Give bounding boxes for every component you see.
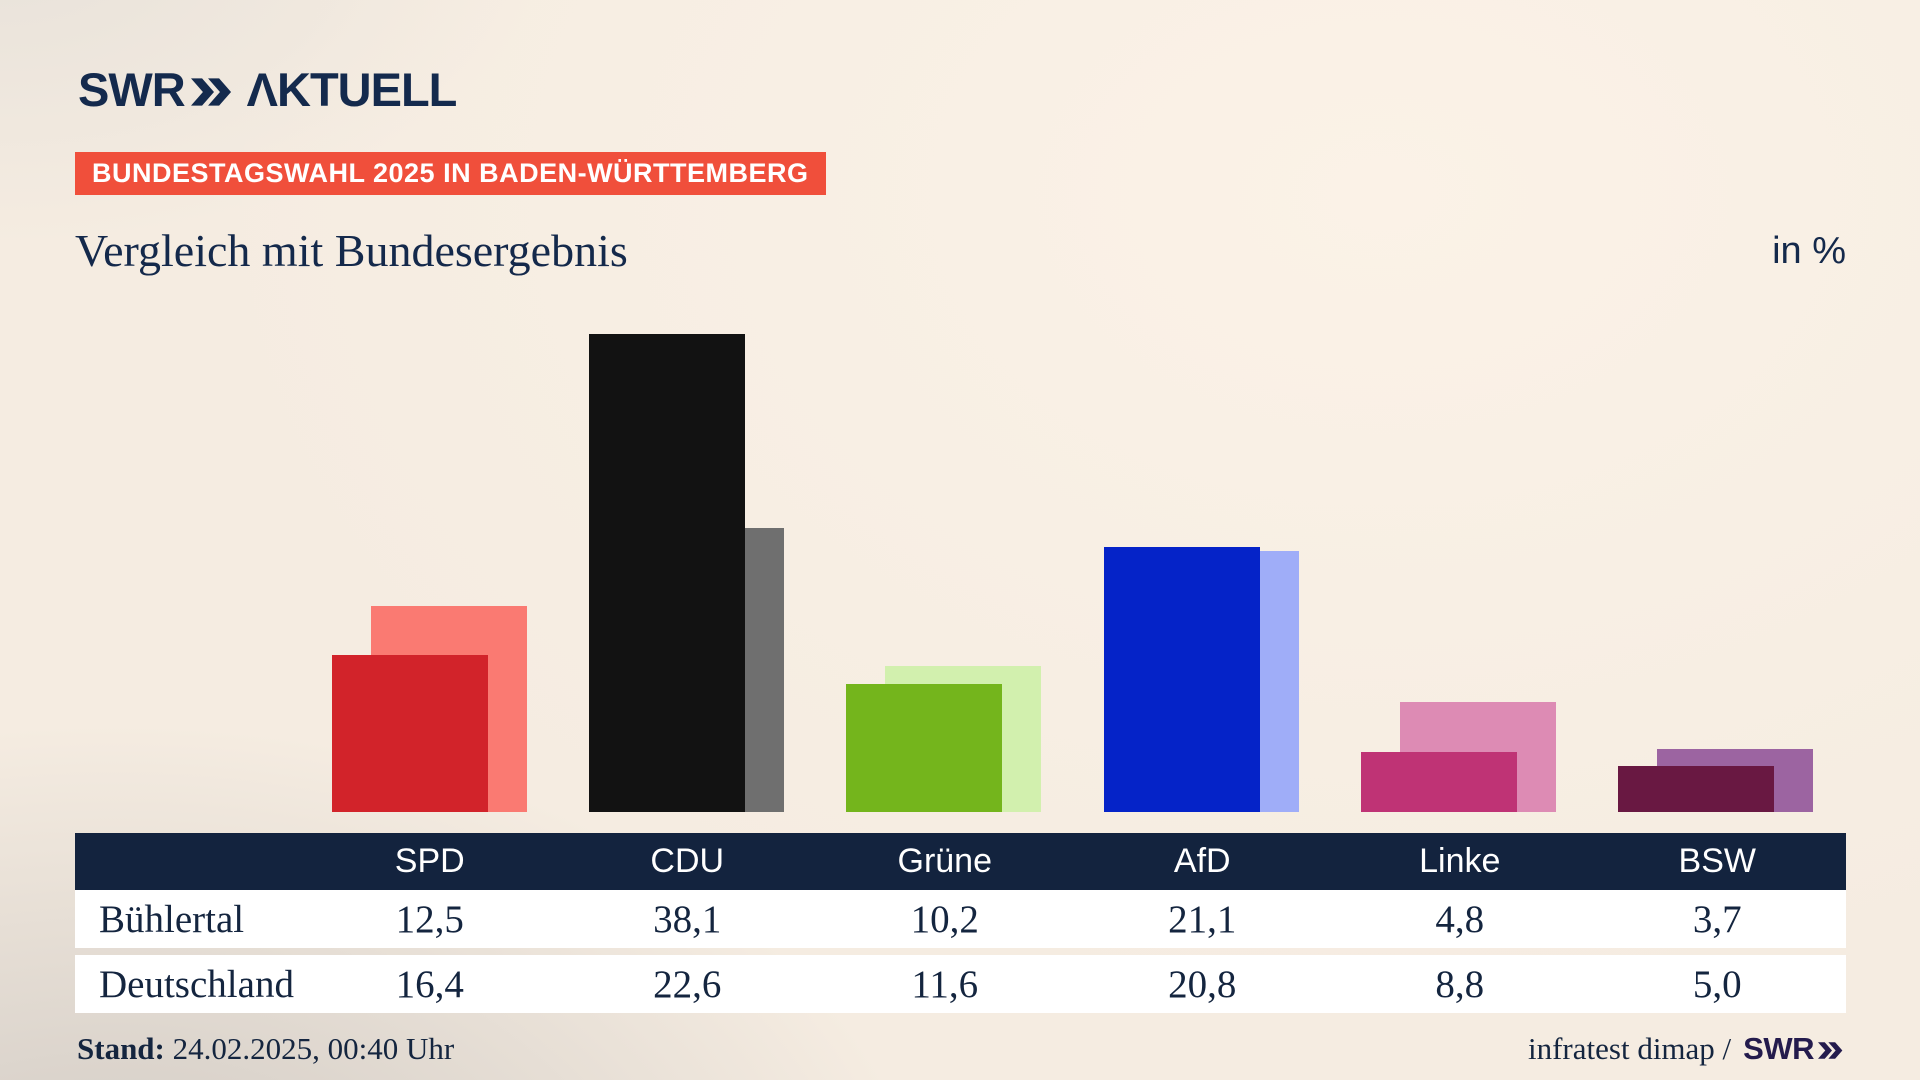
timestamp-value: 24.02.2025, 00:40 Uhr	[164, 1031, 455, 1066]
value-deutschland-gruene: 11,6	[911, 962, 979, 1006]
results-table: SPD CDU Grüne AfD Linke BSW Bühlertal 12,5 38,1 1…	[75, 833, 1846, 1013]
source-text: infratest dimap /	[1528, 1031, 1732, 1066]
timestamp: Stand: 24.02.2025, 00:40 Uhr	[77, 1030, 454, 1068]
header-cell-bsw: BSW	[1678, 842, 1756, 880]
swr-footer-text: SWR	[1743, 1031, 1814, 1066]
logo-aktuell-text: ΛKTUELL	[246, 63, 458, 116]
row-separator	[75, 948, 1846, 955]
table-header-row: SPD CDU Grüne AfD Linke BSW	[75, 833, 1846, 890]
bar-buehlertal-bsw	[1618, 766, 1774, 812]
bar-buehlertal-afd	[1104, 547, 1260, 812]
table-row-buehlertal: Bühlertal 12,5 38,1 10,2 21,1 4,8 3,7	[75, 890, 1846, 948]
header-cell-gruene: Grüne	[897, 842, 993, 880]
bar-buehlertal-cdu	[589, 334, 745, 812]
value-deutschland-spd: 16,4	[395, 962, 464, 1006]
bar-chart	[332, 334, 1813, 812]
double-chevron-icon	[1818, 1042, 1843, 1059]
value-buehlertal-afd: 21,1	[1168, 897, 1237, 941]
chart-title: Vergleich mit Bundesergebnis	[75, 225, 628, 276]
header-cell-afd: AfD	[1173, 842, 1231, 880]
double-chevron-icon	[190, 77, 231, 106]
bar-buehlertal-linke	[1361, 752, 1517, 812]
bar-buehlertal-spd	[332, 655, 488, 812]
value-buehlertal-bsw: 3,7	[1692, 897, 1742, 941]
election-badge: BUNDESTAGSWAHL 2025 IN BADEN-WÜRTTEMBERG	[75, 152, 826, 195]
logo-swr-text: SWR	[78, 63, 186, 116]
unit-label: in %	[1772, 230, 1846, 272]
bar-buehlertal-gruene	[846, 684, 1002, 812]
header-cell-spd: SPD	[394, 842, 465, 880]
source-credit: infratest dimap / SWR	[1528, 1030, 1846, 1068]
value-buehlertal-gruene: 10,2	[910, 897, 979, 941]
value-buehlertal-spd: 12,5	[395, 897, 464, 941]
swr-footer-logo: SWR	[1743, 1031, 1846, 1067]
header-cell-linke: Linke	[1419, 842, 1501, 880]
value-buehlertal-cdu: 38,1	[653, 897, 722, 941]
row-label: Bühlertal	[99, 897, 245, 941]
value-deutschland-linke: 8,8	[1435, 962, 1485, 1006]
swr-aktuell-logo: SWR ΛKTUELL	[78, 62, 458, 117]
value-deutschland-cdu: 22,6	[653, 962, 722, 1006]
value-deutschland-bsw: 5,0	[1692, 962, 1742, 1006]
table-row-deutschland: Deutschland 16,4 22,6 11,6 20,8 8,8 5,0	[75, 955, 1846, 1013]
value-buehlertal-linke: 4,8	[1435, 897, 1485, 941]
value-deutschland-afd: 20,8	[1168, 962, 1237, 1006]
header-cell-cdu: CDU	[650, 842, 725, 880]
timestamp-label: Stand:	[77, 1031, 165, 1066]
row-label: Deutschland	[99, 962, 294, 1006]
